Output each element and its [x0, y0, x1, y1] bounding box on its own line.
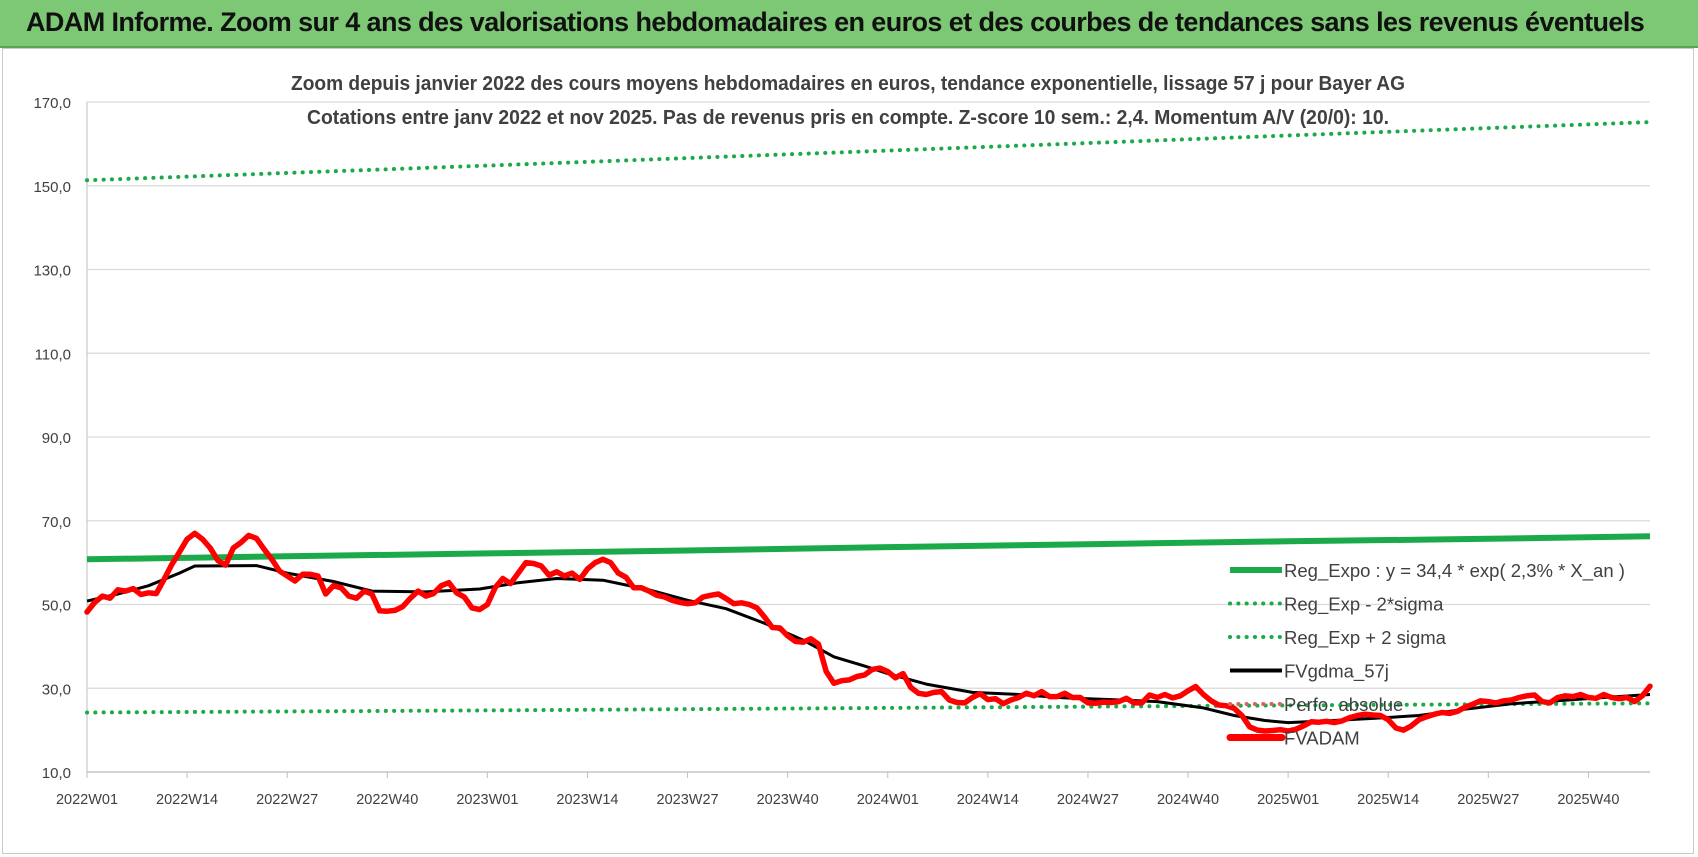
header-banner: ADAM Informe. Zoom sur 4 ans des valoris… — [0, 0, 1698, 48]
series-line-reg-exp-2 — [85, 120, 1652, 183]
y-tick-label: 170,0 — [33, 95, 71, 112]
x-tick-label: 2023W27 — [657, 792, 719, 808]
legend: Reg_Expo : y = 34,4 * exp( 2,3% * X_an )… — [1226, 560, 1625, 749]
x-tick-label: 2024W01 — [857, 792, 919, 808]
x-tick-label: 2022W27 — [256, 792, 318, 808]
y-tick-label: 10,0 — [42, 765, 71, 782]
y-tick-label: 150,0 — [33, 179, 71, 196]
x-tick-label: 2024W14 — [957, 792, 1019, 808]
x-tick-label: 2025W14 — [1357, 792, 1419, 808]
x-tick-label: 2023W40 — [757, 792, 819, 808]
x-tick-label: 2022W40 — [356, 792, 418, 808]
legend-label: Reg_Expo : y = 34,4 * exp( 2,3% * X_an ) — [1284, 560, 1625, 582]
legend-label: Perfo. absolue — [1284, 694, 1403, 715]
y-tick-label: 110,0 — [35, 346, 71, 363]
y-tick-label: 70,0 — [42, 514, 71, 531]
series-line-reg-expo-y — [86, 533, 1651, 563]
page-title: ADAM Informe. Zoom sur 4 ans des valoris… — [26, 7, 1645, 37]
x-tick-label: 2022W14 — [156, 792, 218, 808]
legend-label: FVADAM — [1284, 728, 1360, 749]
y-axis: 10,0 30,0 50,0 70,0 90,0 110,0 130,0 150,0 170,0 — [33, 95, 88, 782]
legend-label: Reg_Exp - 2*sigma — [1284, 594, 1444, 616]
x-tick-label: 2024W40 — [1157, 792, 1219, 808]
y-tick-label: 130,0 — [33, 263, 71, 280]
y-tick-label: 30,0 — [42, 681, 71, 698]
chart-title: Zoom depuis janvier 2022 des cours moyen… — [291, 73, 1405, 95]
x-tick-label: 2022W01 — [56, 792, 118, 808]
series-lines — [84, 120, 1653, 734]
x-tick-label: 2025W40 — [1557, 792, 1619, 808]
x-axis: 2022W01 2022W14 2022W27 2022W40 2023W01 2023W… — [56, 771, 1650, 808]
x-tick-label: 2023W14 — [556, 792, 618, 808]
series-line-reg-exp-2 — [85, 701, 1652, 715]
legend-label: Reg_Exp + 2 sigma — [1284, 627, 1447, 649]
chart-subtitle: Cotations entre janv 2022 et nov 2025. P… — [307, 107, 1389, 129]
series-line-fvadam — [84, 530, 1653, 734]
y-tick-label: 90,0 — [42, 430, 71, 447]
x-tick-label: 2025W01 — [1257, 792, 1319, 808]
x-tick-label: 2023W01 — [456, 792, 518, 808]
x-tick-label: 2025W27 — [1457, 792, 1519, 808]
grid-lines — [87, 101, 1650, 773]
chart-border — [2, 48, 1694, 854]
legend-label: FVgdma_57j — [1284, 661, 1389, 683]
y-tick-label: 50,0 — [42, 598, 71, 615]
x-tick-label: 2024W27 — [1057, 792, 1119, 808]
